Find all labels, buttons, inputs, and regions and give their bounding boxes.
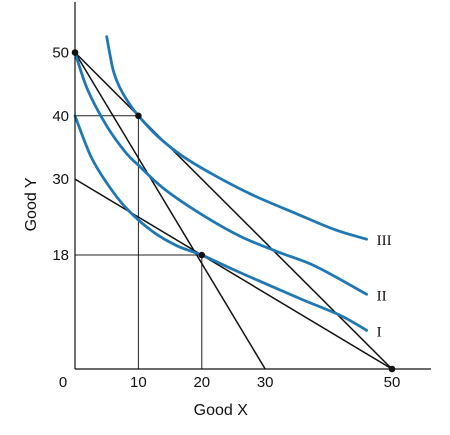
curve-label-i: I bbox=[377, 324, 382, 340]
y-tick-label-40: 40 bbox=[52, 108, 69, 125]
indifference-curves bbox=[73, 35, 369, 332]
tick-labels: 10 20 30 50 18 30 40 50 bbox=[52, 45, 400, 392]
x-tick-label-20: 20 bbox=[193, 374, 210, 391]
y-axis-title: Good Y bbox=[23, 177, 40, 231]
x-tick-label-50: 50 bbox=[384, 374, 401, 391]
point-2 bbox=[135, 112, 142, 120]
point-3 bbox=[198, 251, 206, 259]
indifference-curve-iii bbox=[105, 35, 369, 241]
x-tick-label-10: 10 bbox=[130, 374, 147, 391]
indifference-curve-ii bbox=[73, 51, 369, 296]
y-tick-label-18: 18 bbox=[52, 247, 69, 264]
tangency-points bbox=[71, 49, 396, 373]
y-tick-label-30: 30 bbox=[52, 171, 69, 188]
x-tick-label-30: 30 bbox=[257, 374, 274, 391]
point-4 bbox=[388, 365, 396, 373]
axes bbox=[74, 1, 432, 370]
curve-label-iii: III bbox=[377, 233, 392, 249]
budget-line-3 bbox=[74, 178, 393, 370]
curve-label-ii: II bbox=[377, 288, 387, 304]
indifference-curve-i bbox=[73, 114, 369, 332]
budget-line-1 bbox=[74, 51, 393, 370]
x-axis-title: Good X bbox=[194, 402, 249, 419]
budget-line-2 bbox=[74, 52, 266, 370]
y-tick-label-50: 50 bbox=[52, 45, 69, 62]
budget-lines bbox=[74, 51, 393, 370]
point-1 bbox=[71, 49, 79, 56]
guide-lines bbox=[75, 115, 203, 369]
origin-label: 0 bbox=[59, 374, 67, 391]
